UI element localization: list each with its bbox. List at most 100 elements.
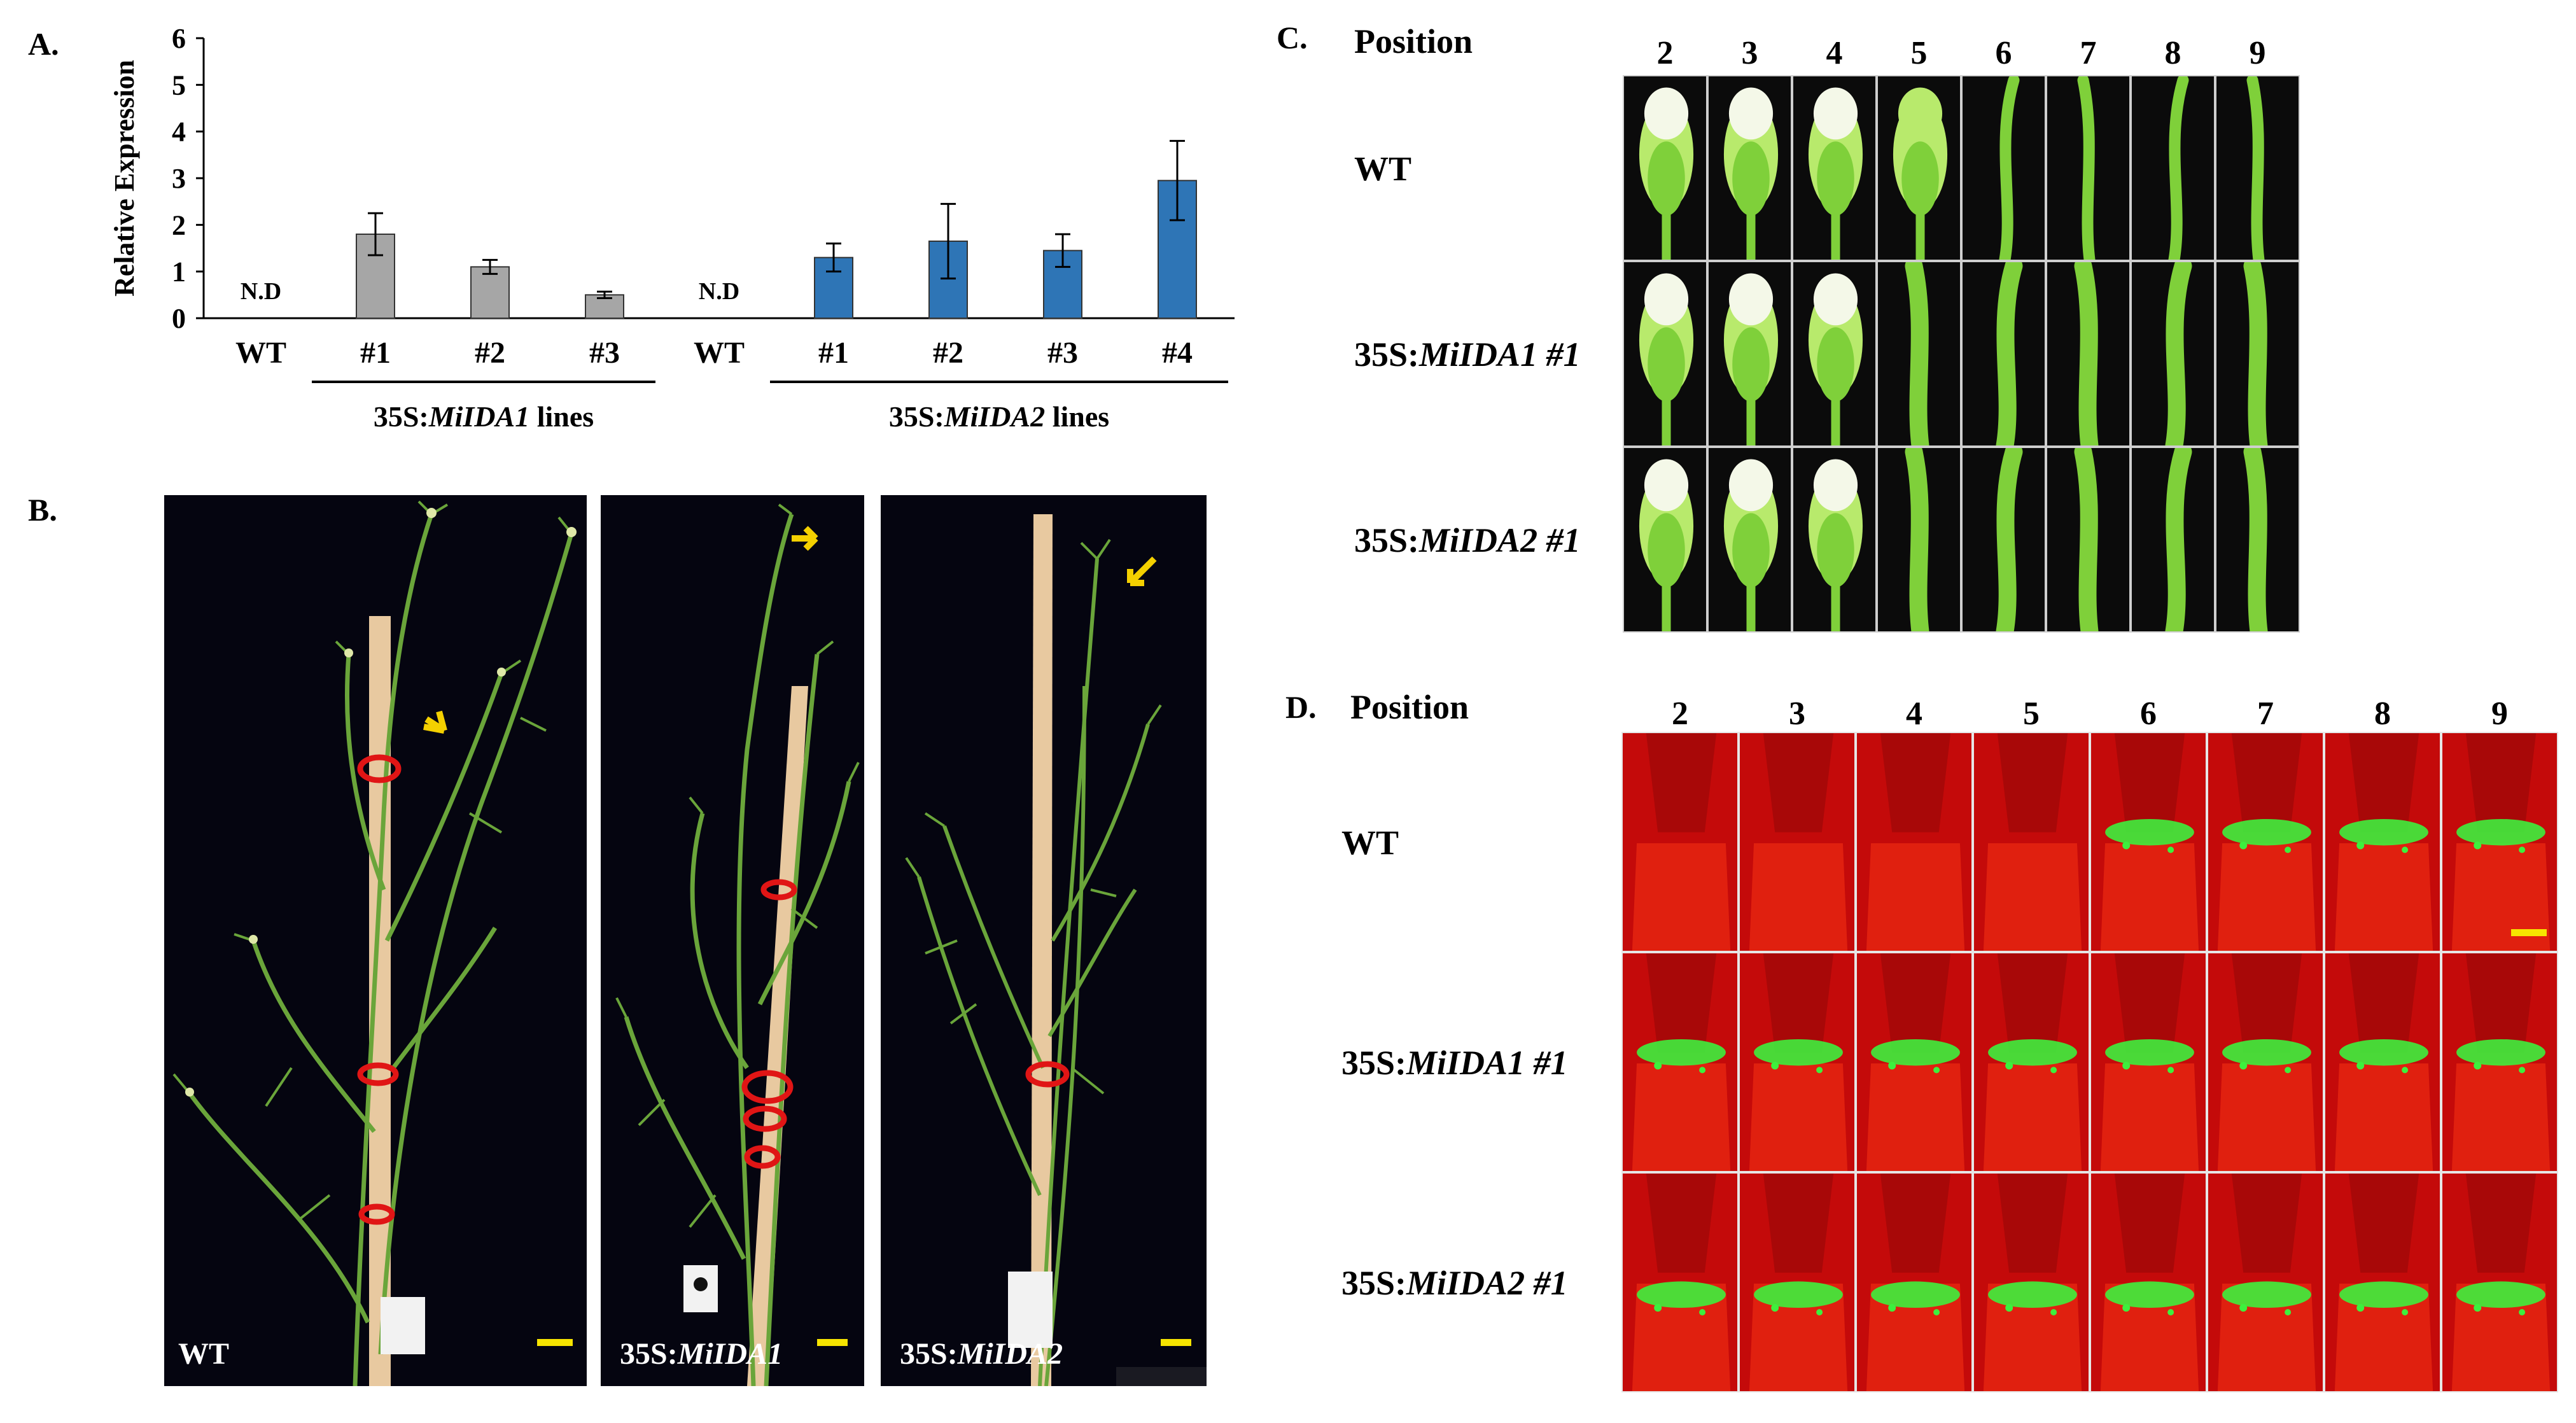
x-tick-label: #3: [589, 336, 620, 370]
position-number: 4: [1906, 696, 1922, 732]
flower-image-tile: [1877, 75, 1961, 261]
flower-image-tile: [1707, 75, 1792, 261]
position-number: 6: [1995, 35, 2012, 71]
y-tick-label: 4: [172, 116, 186, 148]
bar: [1158, 179, 1197, 319]
flower-image-tile: [1623, 75, 1707, 261]
plant-photo-miida2: 35S:MiIDA2: [881, 495, 1207, 1386]
row-label: 35S:MiIDA1 #1: [1354, 335, 1581, 374]
confocal-image-tile: [1739, 732, 1856, 952]
x-tick-label: WT: [694, 336, 745, 370]
plant-photo-wt: WT: [164, 495, 587, 1386]
plant-illustration: [905, 514, 1207, 1386]
confocal-image-tile: [2207, 732, 2324, 952]
flower-image-tile: [2215, 261, 2300, 447]
panel-d-position-title: Position: [1350, 688, 1469, 726]
not-detected-label: N.D: [699, 278, 739, 305]
photo-caption-prefix: 35S:: [620, 1337, 678, 1371]
flower-image-tile: [2215, 447, 2300, 633]
flower-image-tile: [1623, 447, 1707, 633]
confocal-image-tile: [1973, 732, 2090, 952]
position-number: 6: [2140, 696, 2157, 732]
y-tick-label: 0: [172, 303, 186, 334]
flower-image-tile: [1961, 261, 2046, 447]
photo-caption-wt: WT: [178, 1337, 230, 1371]
x-tick-label: #3: [1047, 336, 1078, 370]
flower-image-tile: [1792, 261, 1877, 447]
confocal-image-tile: [2324, 1172, 2441, 1392]
flower-image-tile: [1792, 447, 1877, 633]
position-number: 7: [2080, 35, 2097, 71]
flower-image-tile: [2215, 75, 2300, 261]
flower-image-tile: [2131, 447, 2215, 633]
panel-c-position-title: Position: [1354, 22, 1473, 60]
confocal-image-tile: [2441, 1172, 2558, 1392]
flower-image-tile: [1623, 261, 1707, 447]
scale-bar: [817, 1339, 848, 1346]
scale-bar: [537, 1339, 573, 1346]
x-tick-label: WT: [235, 336, 286, 370]
group-label: 35S:MiIDA2 lines: [889, 400, 1109, 433]
confocal-image-tile: [2090, 732, 2207, 952]
panel-c-label: C.: [1277, 20, 1308, 55]
row-label: WT: [1354, 150, 1412, 188]
group-label: 35S:MiIDA1 lines: [374, 400, 594, 433]
flower-image-tile: [1961, 75, 2046, 261]
position-number: 9: [2491, 696, 2508, 732]
x-tick-label: #1: [360, 336, 391, 370]
flower-image-tile: [2046, 75, 2131, 261]
y-tick-label: 2: [172, 209, 186, 241]
flower-image-tile: [1707, 447, 1792, 633]
position-number: 8: [2374, 696, 2391, 732]
confocal-image-tile: [1621, 732, 1739, 952]
y-tick-label: 3: [172, 163, 186, 194]
position-number: 5: [1910, 35, 1928, 71]
position-number: 4: [1826, 35, 1843, 71]
confocal-image-tile: [1856, 732, 1973, 952]
confocal-image-tile: [1973, 952, 2090, 1172]
plant-illustration: [615, 503, 860, 1386]
position-number: 3: [1741, 35, 1758, 71]
confocal-image-tile: [2324, 952, 2441, 1172]
plant-photo-miida1: 35S:MiIDA1: [601, 495, 864, 1386]
flower-image-tile: [1877, 261, 1961, 447]
position-number: 9: [2249, 35, 2266, 71]
panel-d-label: D.: [1285, 689, 1317, 725]
flower-image-tile: [2046, 261, 2131, 447]
x-tick-label: #2: [475, 336, 505, 370]
y-axis-label: Relative Expression: [109, 60, 140, 297]
position-number: 8: [2164, 35, 2181, 71]
panel-b-label: B.: [28, 492, 57, 528]
confocal-image-tile: [1739, 1172, 1856, 1392]
position-number: 2: [1672, 696, 1688, 732]
flower-image-tile: [2046, 447, 2131, 633]
row-label: 35S:MiIDA2 #1: [1341, 1264, 1568, 1302]
not-detected-label: N.D: [241, 278, 281, 305]
flower-image-tile: [2131, 261, 2215, 447]
confocal-image-tile: [2441, 732, 2558, 952]
flower-image-tile: [1877, 447, 1961, 633]
confocal-image-tile: [1856, 1172, 1973, 1392]
scale-bar: [2511, 929, 2547, 936]
position-number: 2: [1656, 35, 1674, 71]
y-tick-label: 1: [172, 256, 186, 288]
confocal-image-tile: [2324, 732, 2441, 952]
position-number: 5: [2023, 696, 2040, 732]
row-label: WT: [1341, 824, 1399, 862]
confocal-image-tile: [2207, 952, 2324, 1172]
scale-bar: [1161, 1339, 1191, 1346]
photo-caption-gene: MiIDA2: [957, 1337, 1063, 1371]
confocal-image-tile: [1739, 952, 1856, 1172]
confocal-image-tile: [2207, 1172, 2324, 1392]
photo-caption-prefix: 35S:: [900, 1337, 958, 1371]
confocal-image-tile: [2441, 952, 2558, 1172]
x-tick-label: #1: [818, 336, 849, 370]
row-label: 35S:MiIDA2 #1: [1354, 521, 1581, 559]
confocal-image-tile: [1973, 1172, 2090, 1392]
flower-image-tile: [1792, 75, 1877, 261]
x-tick-label: #2: [933, 336, 963, 370]
plant-illustration: [172, 500, 577, 1386]
flower-image-tile: [1961, 447, 2046, 633]
confocal-image-tile: [1621, 952, 1739, 1172]
confocal-image-tile: [1621, 1172, 1739, 1392]
